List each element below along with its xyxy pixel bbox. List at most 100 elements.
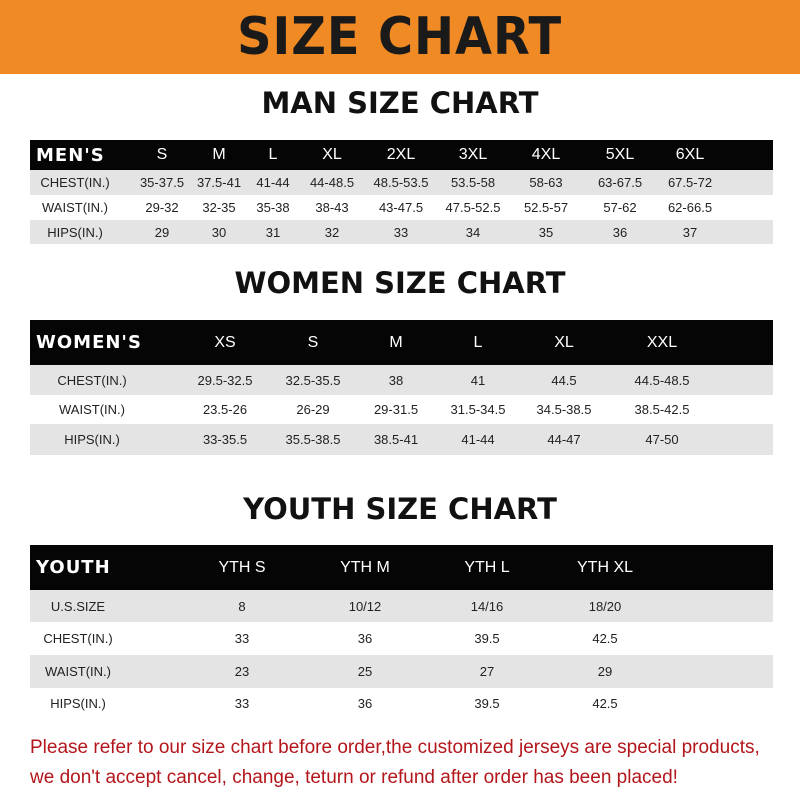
measurement-cell: 47.5-52.5 bbox=[445, 200, 501, 215]
table-row: HIPS(IN.) 29 30 31 32 33 34 35 36 37 bbox=[30, 220, 773, 244]
measurement-cell: 34 bbox=[465, 224, 481, 240]
table-header-row: MEN'S S M L XL 2XL 3XL 4XL 5XL 6XL bbox=[30, 140, 773, 170]
size-header: YTH L bbox=[464, 558, 510, 576]
measurement-cell: 23.5-26 bbox=[202, 402, 248, 417]
women-size-table: WOMEN'S XS S M L XL XXL CHEST(IN.) 29.5-32.5 32.5… bbox=[30, 320, 773, 455]
row-label: CHEST(IN.) bbox=[40, 175, 110, 190]
measurement-cell: 48.5-53.5 bbox=[373, 175, 429, 190]
size-header: M bbox=[212, 146, 226, 163]
measurement-cell: 31.5-34.5 bbox=[450, 402, 506, 417]
measurement-cell: 32.5-35.5 bbox=[285, 372, 341, 388]
row-label: CHEST(IN.) bbox=[57, 372, 127, 388]
measurement-cell: 62-66.5 bbox=[667, 200, 713, 215]
table-row: WAIST(IN.) 23.5-26 26-29 29-31.5 31.5-34.5 34… bbox=[30, 395, 773, 424]
row-label: CHEST(IN.) bbox=[43, 631, 113, 646]
measurement-cell: 42.5 bbox=[592, 631, 618, 646]
table-row: HIPS(IN.) 33-35.5 35.5-38.5 38.5-41 41-44 44-… bbox=[30, 424, 773, 455]
table-row: U.S.SIZE 8 10/12 14/16 18/20 bbox=[30, 590, 773, 622]
measurement-cell: 35-38 bbox=[256, 200, 290, 215]
measurement-cell: 37 bbox=[682, 224, 698, 240]
size-header: YTH XL bbox=[576, 558, 634, 576]
size-header: XL bbox=[554, 333, 574, 351]
size-header: 6XL bbox=[675, 146, 705, 163]
table-row: CHEST(IN.) 35-37.5 37.5-41 41-44 44-48.5 48.5… bbox=[30, 170, 773, 195]
table-header-row: YOUTH YTH S YTH M YTH L YTH XL bbox=[30, 545, 773, 590]
measurement-cell: 23 bbox=[234, 664, 250, 679]
measurement-cell: 53.5-58 bbox=[450, 175, 496, 190]
measurement-cell: 37.5-41 bbox=[196, 175, 242, 190]
measurement-cell: 44-47 bbox=[547, 432, 581, 447]
measurement-cell: 44.5-48.5 bbox=[634, 372, 690, 388]
measurement-cell: 41-44 bbox=[256, 175, 290, 190]
measurement-cell: 43-47.5 bbox=[378, 200, 424, 215]
measurement-cell: 34.5-38.5 bbox=[536, 402, 592, 417]
size-header: 3XL bbox=[458, 146, 488, 163]
notice-line-2: we don't accept cancel, change, teturn o… bbox=[30, 767, 678, 788]
table-row: CHEST(IN.) 33 36 39.5 42.5 bbox=[30, 622, 773, 655]
measurement-cell: 33 bbox=[393, 224, 409, 240]
measurement-cell: 42.5 bbox=[592, 696, 618, 711]
youth-section-title: YOUTH SIZE CHART bbox=[243, 492, 557, 526]
measurement-cell: 63-67.5 bbox=[597, 175, 643, 190]
measurement-cell: 57-62 bbox=[603, 200, 637, 215]
size-chart-banner: SIZE CHART bbox=[0, 0, 800, 74]
table-header-row: WOMEN'S XS S M L XL XXL bbox=[30, 320, 773, 365]
measurement-cell: 36 bbox=[357, 631, 373, 646]
table-row: CHEST(IN.) 29.5-32.5 32.5-35.5 38 41 44.5 44.5… bbox=[30, 365, 773, 395]
measurement-cell: 36 bbox=[612, 224, 628, 240]
size-header: S bbox=[156, 146, 168, 163]
youth-size-table: YOUTH YTH S YTH M YTH L YTH XL U.S.SIZE 8 10/12… bbox=[30, 545, 773, 719]
measurement-cell: 31 bbox=[265, 224, 281, 240]
measurement-cell: 39.5 bbox=[474, 631, 500, 646]
size-header: YTH S bbox=[218, 558, 266, 576]
measurement-cell: 33 bbox=[234, 696, 250, 711]
measurement-cell: 14/16 bbox=[470, 598, 504, 614]
banner-title: SIZE CHART bbox=[237, 7, 563, 67]
size-header: S bbox=[307, 333, 319, 351]
table-title-cell: MEN'S bbox=[36, 144, 105, 166]
measurement-cell: 32-35 bbox=[202, 200, 236, 215]
measurement-cell: 38.5-41 bbox=[373, 432, 419, 447]
order-notice: Please refer to our size chart before or… bbox=[30, 733, 790, 793]
row-label: HIPS(IN.) bbox=[50, 696, 106, 711]
row-label: WAIST(IN.) bbox=[42, 200, 108, 215]
size-header: L bbox=[268, 146, 278, 163]
table-row: WAIST(IN.) 29-32 32-35 35-38 38-43 43-47.5 47.… bbox=[30, 195, 773, 220]
notice-line-1: Please refer to our size chart before or… bbox=[30, 737, 760, 758]
measurement-cell: 18/20 bbox=[588, 598, 622, 614]
size-header: YTH M bbox=[340, 558, 390, 576]
row-label: WAIST(IN.) bbox=[59, 402, 125, 417]
row-label: HIPS(IN.) bbox=[64, 432, 120, 447]
measurement-cell: 38.5-42.5 bbox=[634, 402, 690, 417]
table-row: HIPS(IN.) 33 36 39.5 42.5 bbox=[30, 688, 773, 719]
measurement-cell: 29-31.5 bbox=[373, 402, 419, 417]
measurement-cell: 44.5 bbox=[551, 372, 577, 388]
measurement-cell: 38 bbox=[388, 372, 404, 388]
measurement-cell: 35-37.5 bbox=[139, 175, 185, 190]
table-row: WAIST(IN.) 23 25 27 29 bbox=[30, 655, 773, 688]
measurement-cell: 39.5 bbox=[474, 696, 500, 711]
measurement-cell: 29 bbox=[154, 224, 170, 240]
table-title-cell: WOMEN'S bbox=[36, 332, 142, 353]
measurement-cell: 35 bbox=[538, 224, 554, 240]
measurement-cell: 25 bbox=[357, 664, 373, 679]
measurement-cell: 47-50 bbox=[645, 432, 679, 447]
measurement-cell: 33 bbox=[234, 631, 250, 646]
size-header: M bbox=[389, 333, 403, 351]
measurement-cell: 67.5-72 bbox=[667, 175, 713, 190]
men-section-title: MAN SIZE CHART bbox=[261, 86, 539, 120]
measurement-cell: 30 bbox=[211, 224, 227, 240]
measurement-cell: 36 bbox=[357, 696, 373, 711]
size-header: 5XL bbox=[605, 146, 635, 163]
measurement-cell: 41-44 bbox=[461, 432, 495, 447]
measurement-cell: 35.5-38.5 bbox=[285, 432, 341, 447]
measurement-cell: 41 bbox=[470, 372, 486, 388]
measurement-cell: 58-63 bbox=[529, 175, 563, 190]
measurement-cell: 44-48.5 bbox=[309, 175, 355, 190]
measurement-cell: 32 bbox=[324, 224, 340, 240]
measurement-cell: 38-43 bbox=[315, 200, 349, 215]
size-header: 2XL bbox=[386, 146, 416, 163]
size-header: XS bbox=[214, 333, 236, 351]
size-header: XL bbox=[322, 146, 342, 163]
measurement-cell: 29-32 bbox=[145, 200, 179, 215]
